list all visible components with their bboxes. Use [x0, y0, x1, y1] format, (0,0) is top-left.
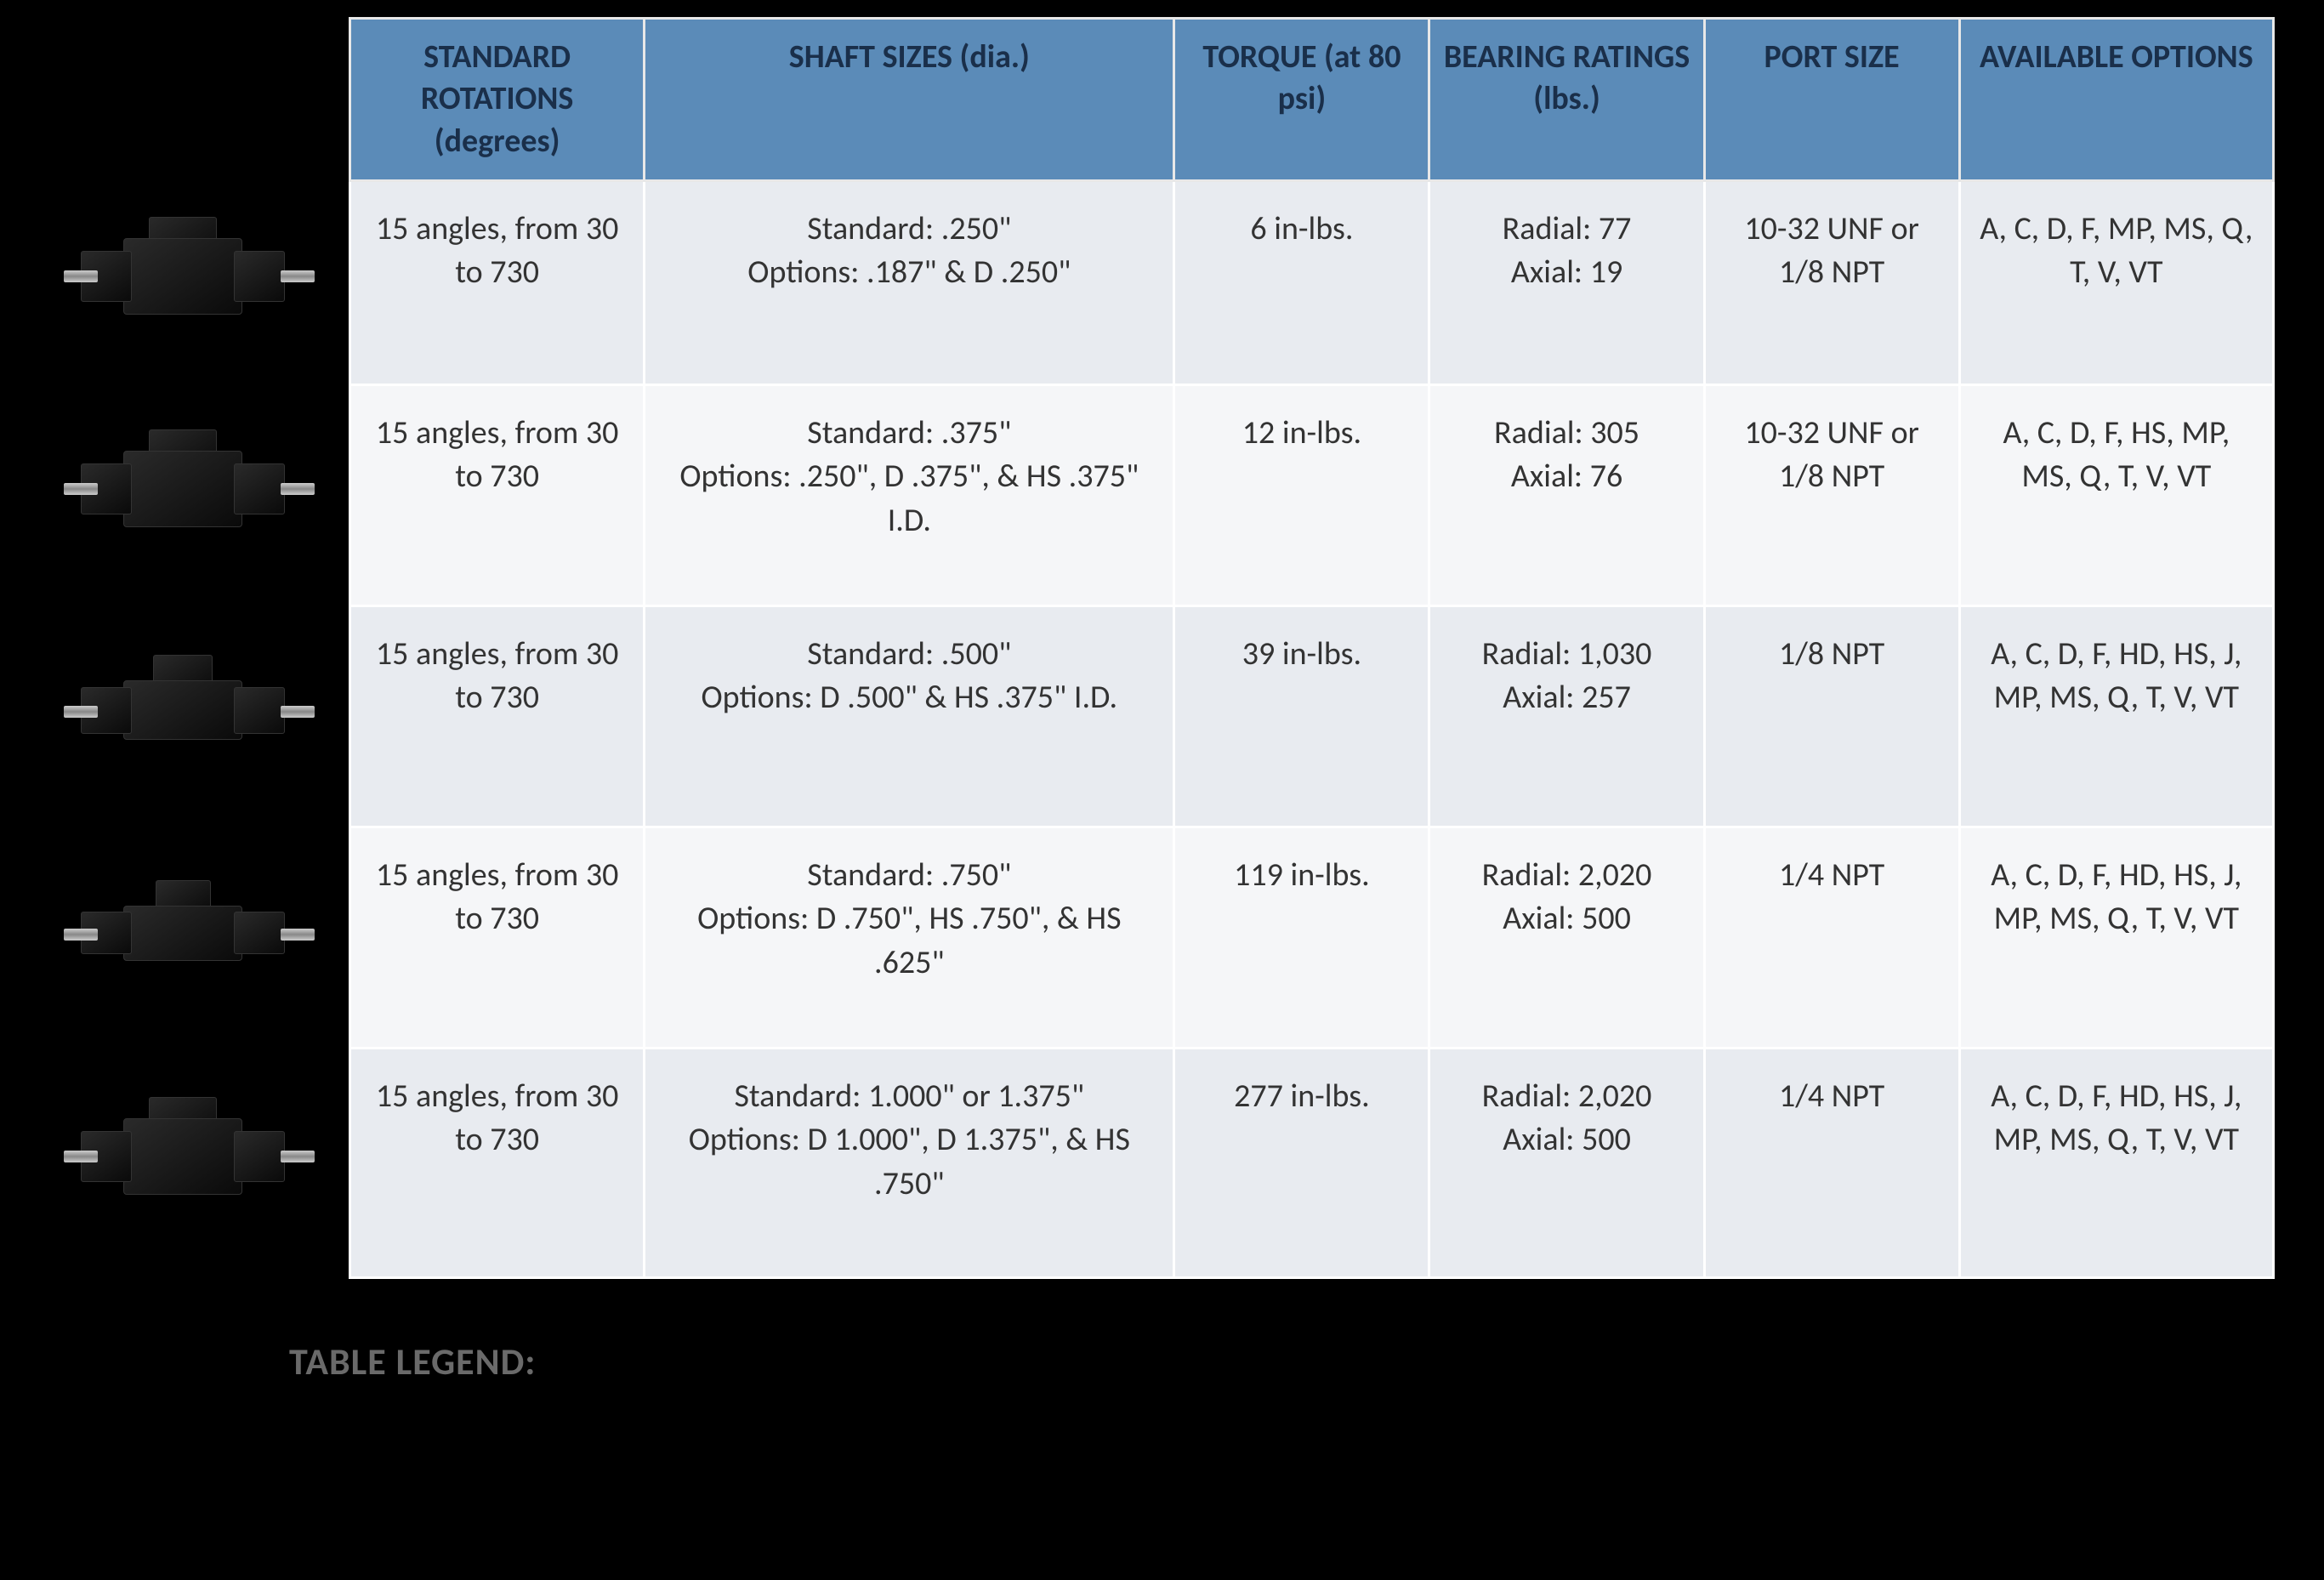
cell-shaft: Standard: .250"Options: .187" & D .250" — [645, 181, 1174, 385]
cell-bearing: Radial: 77Axial: 19 — [1429, 181, 1704, 385]
cell-bearing: Radial: 2,020Axial: 500 — [1429, 827, 1704, 1049]
actuator-image-3 — [64, 646, 302, 774]
cell-shaft: Standard: 1.000" or 1.375"Options: D 1.0… — [645, 1049, 1174, 1278]
actuator-image-5 — [64, 1093, 302, 1220]
header-rotations: STANDARD ROTATIONS (degrees) — [350, 19, 645, 181]
cell-rotations: 15 angles, from 30 to 730 — [350, 385, 645, 606]
cell-port: 10-32 UNF or 1/8 NPT — [1704, 385, 1959, 606]
cell-port: 1/8 NPT — [1704, 606, 1959, 827]
product-image-cell — [17, 174, 349, 378]
cell-options: A, C, D, F, HD, HS, J, MP, MS, Q, T, V, … — [1959, 1049, 2273, 1278]
cell-options: A, C, D, F, MP, MS, Q, T, V, VT — [1959, 181, 2273, 385]
cell-rotations: 15 angles, from 30 to 730 — [350, 1049, 645, 1278]
header-shaft: SHAFT SIZES (dia.) — [645, 19, 1174, 181]
table-wrapper: STANDARD ROTATIONS (degrees) SHAFT SIZES… — [17, 17, 2307, 1279]
header-options: AVAILABLE OPTIONS — [1959, 19, 2273, 181]
cell-torque: 119 in-lbs. — [1174, 827, 1429, 1049]
cell-rotations: 15 angles, from 30 to 730 — [350, 606, 645, 827]
specifications-table: STANDARD ROTATIONS (degrees) SHAFT SIZES… — [349, 17, 2275, 1279]
cell-shaft: Standard: .750"Options: D .750", HS .750… — [645, 827, 1174, 1049]
legend-section: TABLE LEGEND: — [17, 1338, 2307, 1384]
actuator-image-2 — [64, 425, 302, 553]
cell-port: 1/4 NPT — [1704, 1049, 1959, 1278]
cell-options: A, C, D, F, HD, HS, J, MP, MS, Q, T, V, … — [1959, 827, 2273, 1049]
product-image-cell — [17, 1042, 349, 1271]
header-torque: TORQUE (at 80 psi) — [1174, 19, 1429, 181]
cell-bearing: Radial: 2,020Axial: 500 — [1429, 1049, 1704, 1278]
cell-torque: 12 in-lbs. — [1174, 385, 1429, 606]
actuator-image-4 — [64, 867, 302, 995]
table-row: 15 angles, from 30 to 730 Standard: .500… — [350, 606, 2274, 827]
cell-port: 1/4 NPT — [1704, 827, 1959, 1049]
actuator-image-1 — [64, 213, 302, 340]
product-image-cell — [17, 378, 349, 600]
cell-shaft: Standard: .375"Options: .250", D .375", … — [645, 385, 1174, 606]
cell-rotations: 15 angles, from 30 to 730 — [350, 181, 645, 385]
cell-options: A, C, D, F, HS, MP, MS, Q, T, V, VT — [1959, 385, 2273, 606]
header-bearing: BEARING RATINGS (lbs.) — [1429, 19, 1704, 181]
cell-torque: 277 in-lbs. — [1174, 1049, 1429, 1278]
product-image-cell — [17, 821, 349, 1042]
cell-shaft: Standard: .500"Options: D .500" & HS .37… — [645, 606, 1174, 827]
table-row: 15 angles, from 30 to 730 Standard: .250… — [350, 181, 2274, 385]
cell-torque: 39 in-lbs. — [1174, 606, 1429, 827]
cell-torque: 6 in-lbs. — [1174, 181, 1429, 385]
table-row: 15 angles, from 30 to 730 Standard: 1.00… — [350, 1049, 2274, 1278]
cell-bearing: Radial: 1,030Axial: 257 — [1429, 606, 1704, 827]
cell-rotations: 15 angles, from 30 to 730 — [350, 827, 645, 1049]
cell-port: 10-32 UNF or1/8 NPT — [1704, 181, 1959, 385]
legend-title: TABLE LEGEND: — [289, 1338, 2307, 1384]
header-port: PORT SIZE — [1704, 19, 1959, 181]
table-body: 15 angles, from 30 to 730 Standard: .250… — [350, 181, 2274, 1278]
table-header-row: STANDARD ROTATIONS (degrees) SHAFT SIZES… — [350, 19, 2274, 181]
product-image-cell — [17, 600, 349, 821]
table-row: 15 angles, from 30 to 730 Standard: .375… — [350, 385, 2274, 606]
table-row: 15 angles, from 30 to 730 Standard: .750… — [350, 827, 2274, 1049]
cell-options: A, C, D, F, HD, HS, J, MP, MS, Q, T, V, … — [1959, 606, 2273, 827]
product-image-column — [17, 17, 349, 1271]
page-container: STANDARD ROTATIONS (degrees) SHAFT SIZES… — [17, 17, 2307, 1384]
cell-bearing: Radial: 305Axial: 76 — [1429, 385, 1704, 606]
